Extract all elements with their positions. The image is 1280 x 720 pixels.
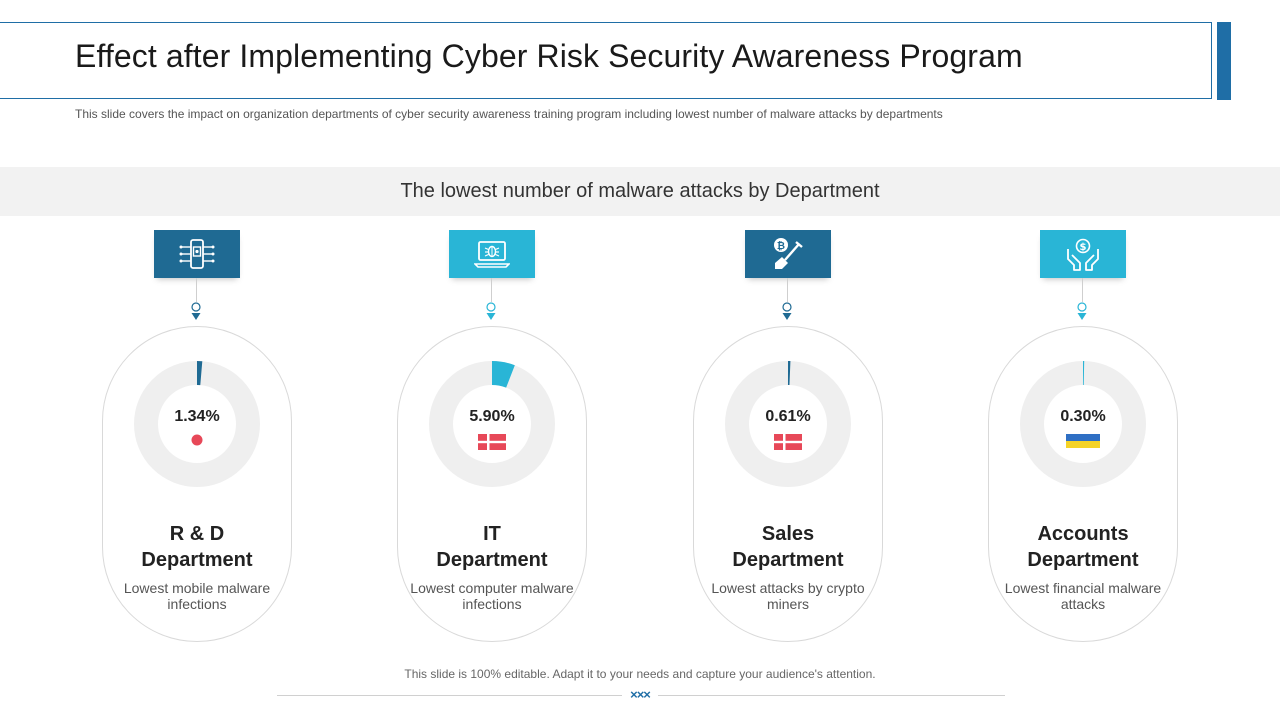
donut-chart xyxy=(134,360,260,487)
page-title: Effect after Implementing Cyber Risk Sec… xyxy=(75,38,1023,74)
footer-note: This slide is 100% editable. Adapt it to… xyxy=(404,667,876,681)
red-flag-icon xyxy=(478,434,506,450)
percentage-value: 5.90% xyxy=(469,408,515,425)
donut-chart xyxy=(1020,361,1146,487)
red-flag-icon xyxy=(774,434,802,450)
laptop-bug-icon xyxy=(449,230,535,278)
department-card-sales: ₿ 0.61% Sales Department Lowest attacks … xyxy=(688,0,888,720)
title-frame xyxy=(0,22,1212,99)
location-pin-icon xyxy=(782,302,792,320)
location-pin-icon xyxy=(486,302,496,320)
department-name: Sales Department xyxy=(732,523,844,571)
department-name: Accounts Department xyxy=(1027,523,1139,571)
donut-chart xyxy=(429,360,555,487)
svg-text:$: $ xyxy=(1080,242,1087,253)
department-name: IT Department xyxy=(436,523,548,571)
connector-line xyxy=(1082,278,1083,302)
department-card-it: 5.90% IT Department Lowest computer malw… xyxy=(392,0,592,720)
percentage-value: 0.61% xyxy=(765,408,811,425)
ukraine-flag-icon xyxy=(1066,434,1100,448)
department-name: R & D Department xyxy=(141,523,253,571)
donut-value-arc xyxy=(491,360,515,388)
department-card-rd: 1.34% R & D Department Lowest mobile mal… xyxy=(97,0,297,720)
department-description: Lowest computer malware infections xyxy=(410,580,574,612)
red-dot-icon xyxy=(191,434,203,446)
percentage-value: 0.30% xyxy=(1060,408,1106,425)
department-description: Lowest attacks by crypto miners xyxy=(711,580,865,612)
section-banner xyxy=(0,167,1280,216)
percentage-value: 1.34% xyxy=(174,408,220,425)
department-description: Lowest financial malware attacks xyxy=(1004,580,1162,612)
bitcoin-shovel-icon: ₿ xyxy=(745,230,831,278)
hands-dollar-icon: $ xyxy=(1040,230,1126,278)
connector-line xyxy=(787,278,788,302)
connector-line xyxy=(491,278,492,302)
location-pin-icon xyxy=(1077,302,1087,320)
department-card-accounts: $ 0.30% Accounts Department Lowest finan… xyxy=(983,0,1183,720)
connector-line xyxy=(196,278,197,302)
title-accent-bar xyxy=(1217,22,1231,100)
department-description: Lowest mobile malware infections xyxy=(123,580,271,612)
donut-chart xyxy=(725,361,851,487)
footer-mark-icon: ××× xyxy=(622,687,658,703)
mobile-chip-icon xyxy=(154,230,240,278)
location-pin-icon xyxy=(191,302,201,320)
section-heading: The lowest number of malware attacks by … xyxy=(400,180,880,202)
svg-text:₿: ₿ xyxy=(777,240,785,252)
page-subtitle: This slide covers the impact on organiza… xyxy=(75,107,943,121)
